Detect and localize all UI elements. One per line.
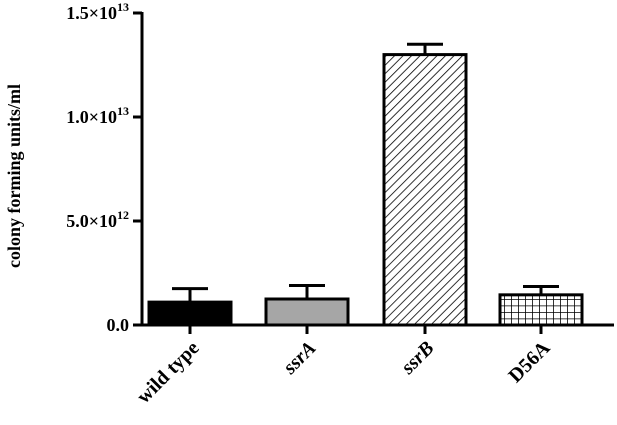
x-tick-label: ssrB xyxy=(396,337,438,379)
bars xyxy=(147,42,584,327)
x-tick-label: D56A xyxy=(504,337,555,388)
x-axis: wild type ssrA ssrB D56A xyxy=(133,323,614,408)
y-axis: 0.0 5.0×1012 1.0×1013 1.5×1013 xyxy=(66,0,144,335)
bar-wild-type xyxy=(147,300,233,327)
bar-ssra xyxy=(264,297,350,327)
y-tick-label: 0.0 xyxy=(107,315,130,335)
y-axis-title: colony forming units/ml xyxy=(4,84,24,268)
x-tick-label: ssrA xyxy=(278,337,320,379)
bar-ssrb xyxy=(382,53,468,327)
x-tick-label: wild type xyxy=(133,337,204,408)
y-tick-label: 5.0×1012 xyxy=(66,208,129,231)
bar-d56a xyxy=(498,293,584,327)
y-tick-label: 1.0×1013 xyxy=(66,104,129,127)
y-tick-label: 1.5×1013 xyxy=(66,0,129,23)
